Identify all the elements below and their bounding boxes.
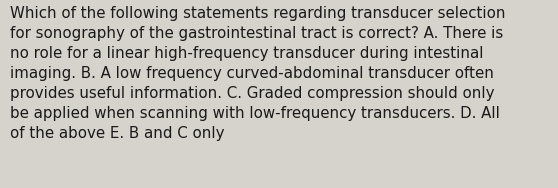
Text: Which of the following statements regarding transducer selection
for sonography : Which of the following statements regard… (10, 6, 506, 141)
